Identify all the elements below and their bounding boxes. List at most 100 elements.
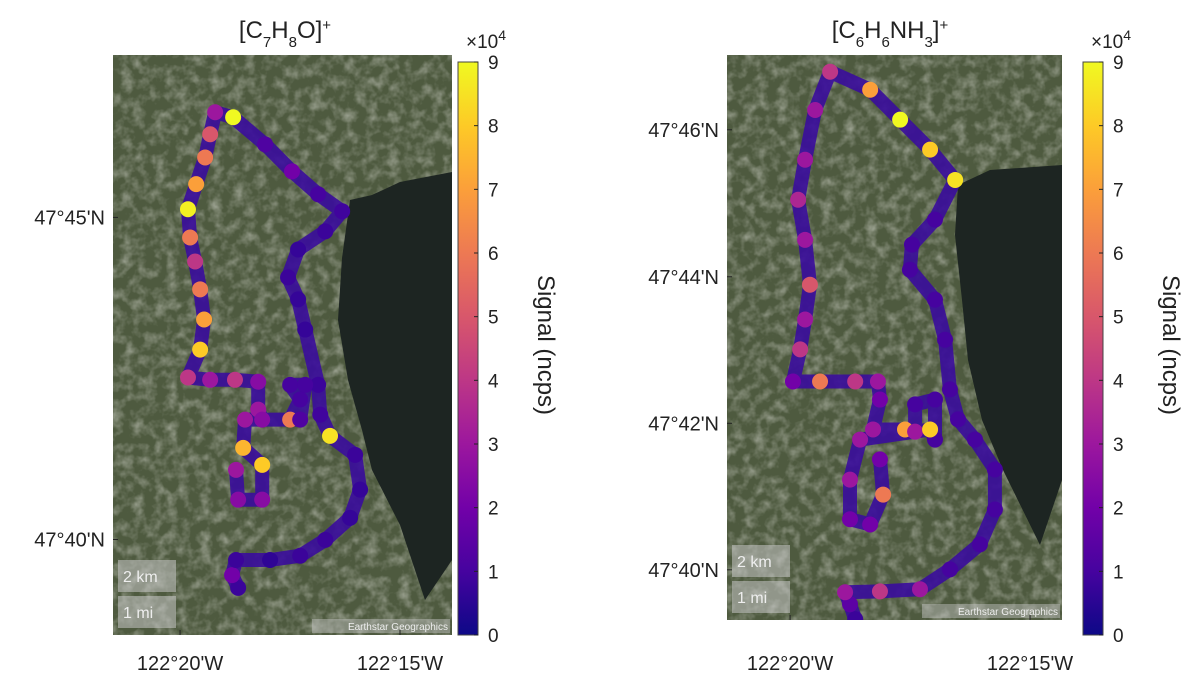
track-point [292,391,309,408]
track-point [871,451,888,468]
track-point [322,427,339,444]
multiplier-exponent: 4 [498,27,506,43]
track-point [926,291,943,308]
scale-box [118,560,176,592]
track-point [202,126,219,143]
track-point [847,373,864,390]
track-point [862,81,879,98]
map [727,55,1062,620]
scale-label: 1 mi [123,605,153,622]
track-point [871,583,888,600]
attribution: Earthstar Geographics [958,607,1058,618]
track-point [292,547,309,564]
track-point [230,579,247,596]
colorbar-tick-label: 5 [488,308,499,329]
track-point [971,536,988,553]
track-point [290,291,307,308]
track-point [869,373,886,390]
track-point [197,149,214,166]
track-point [192,281,209,298]
track-point [841,471,858,488]
track-point [822,63,839,80]
map [113,55,452,635]
y-tick-label: 47°42'N [648,413,719,435]
scale-label: 1 mi [737,590,767,607]
track-point [310,186,327,203]
colorbar [1082,61,1104,636]
track-point [228,551,245,568]
colorbar-tick-label: 6 [1113,244,1124,265]
track-point [352,481,369,498]
scale-box [732,545,790,577]
track-point [297,376,314,393]
track-point [922,421,939,438]
title-part: NH [890,17,925,44]
x-tick-label: 122°15'W [987,653,1073,675]
track-point [841,511,858,528]
track-point [207,104,224,121]
title-part: [C [832,17,856,44]
y-tick-label: 47°40'N [648,560,719,582]
title-part: O] [297,17,322,44]
track-point [196,311,213,328]
track-point [262,551,279,568]
track-point [812,373,829,390]
track-point [230,491,247,508]
y-tick-label: 47°40'N [34,529,105,551]
track-point [254,411,271,428]
y-tick-label: 47°46'N [648,120,719,142]
track-point [235,439,252,456]
colorbar-tick-label: 5 [1113,308,1124,329]
y-tick-label: 47°44'N [648,267,719,289]
attribution: Earthstar Geographics [348,622,448,633]
title-part: 8 [289,34,297,51]
track-point [926,211,943,228]
track-point [310,376,327,393]
title-part: + [939,17,948,34]
track-point [250,373,267,390]
colorbar-tick-label: 8 [1113,117,1124,138]
track-point [871,391,888,408]
track-point [941,561,958,578]
attribution-box [922,604,1060,618]
track-point [862,516,879,533]
attribution-box [312,619,450,633]
track-point [254,491,271,508]
track-point [188,176,205,193]
scale-label: 2 km [123,569,158,586]
multiplier-base: ×10 [466,32,498,53]
colorbar-label: Signal (ncps) [532,275,559,415]
scale-box [118,596,176,628]
track-point [926,391,943,408]
track-point [292,411,309,428]
colorbar-tick-label: 4 [488,371,499,392]
track-point [179,201,196,218]
colorbar-tick-label: 2 [1113,499,1124,520]
multiplier-exponent: 4 [1123,27,1131,43]
title-part: 6 [881,34,889,51]
colorbar-tick-label: 2 [488,499,499,520]
y-tick-label: 47°45'N [34,207,105,229]
title-part: 3 [924,34,932,51]
track-point [922,141,939,158]
title: [C7H8O]+ [239,17,331,51]
track-point [947,171,964,188]
track-point [801,276,818,293]
track-point [792,341,809,358]
track-point [226,371,243,388]
track-point [797,231,814,248]
track-point [290,241,307,258]
track-point [865,421,882,438]
colorbar [457,61,479,636]
track-point [797,311,814,328]
track-point [950,411,967,428]
colorbar-tick-label: 1 [488,562,499,583]
colorbar-tick-label: 7 [1113,180,1124,201]
title-part: + [322,17,331,34]
track-point [907,423,924,440]
title-part: H [864,17,881,44]
colorbar-tick-label: 0 [488,626,499,647]
track-point [941,381,958,398]
track-point [784,373,801,390]
